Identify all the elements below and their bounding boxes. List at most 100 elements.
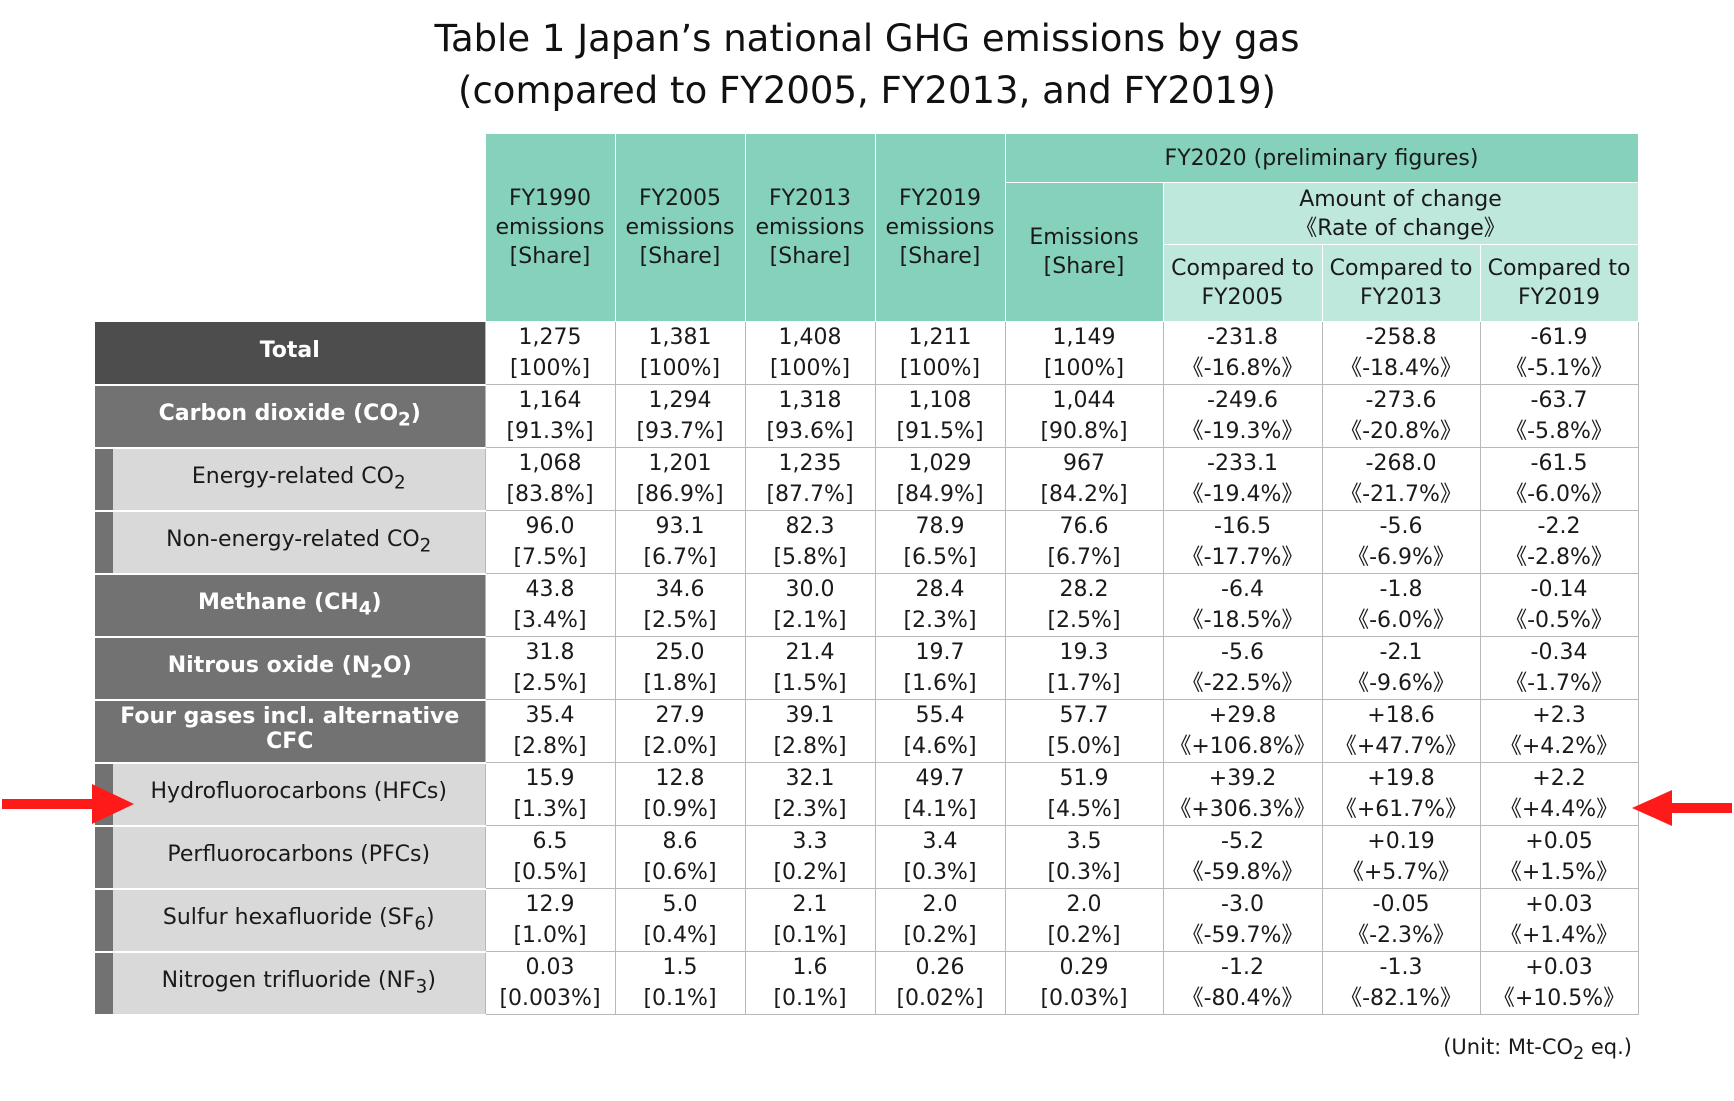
cell-share: 《-6.0%》 [1347, 608, 1455, 633]
cell-share: 《-0.5%》 [1505, 608, 1613, 633]
cell-value: 1,164 [518, 388, 582, 413]
cell-share: 《-19.4%》 [1181, 482, 1304, 507]
cell-value: 1,318 [778, 388, 842, 413]
cell-share: 《-59.8%》 [1181, 860, 1304, 885]
cell-value: 34.6 [655, 577, 705, 602]
cell-value: -2.1 [1379, 640, 1423, 665]
cell-fy1990: 1,068 [83.8%] [484, 447, 616, 511]
cell-fy2005: 1.5 [0.1%] [614, 951, 746, 1015]
cell-share: [87.7%] [766, 482, 854, 507]
cell-value: -6.4 [1221, 577, 1264, 602]
cell-share: 《+4.4%》 [1499, 797, 1619, 822]
cell-fy2020: 76.6 [6.7%] [1004, 510, 1164, 574]
cell-fy1990: 1,164 [91.3%] [484, 384, 616, 448]
cell-value: 1,068 [518, 451, 582, 476]
arrow-right-icon [2, 784, 134, 824]
cell-share: [1.0%] [513, 923, 587, 948]
table-row: Non-energy-related CO2 96.0 [7.5%] 93.1 [6.7… [95, 510, 1639, 575]
cell-fy2005: 12.8 [0.9%] [614, 762, 746, 826]
cell-value: 2.1 [792, 892, 828, 917]
cell-share: [0.2%] [773, 860, 847, 885]
cell-value: 5.0 [662, 892, 698, 917]
cell-value: 1,044 [1052, 388, 1116, 413]
cell-share: 《-80.4%》 [1181, 986, 1304, 1011]
cell-fy2019: 0.26 [0.02%] [874, 951, 1006, 1015]
cell-change-vs-fy2005: -5.2 《-59.8%》 [1162, 825, 1323, 889]
table-row: Methane (CH4) 43.8 [3.4%] 34.6 [2.5%] 30.0 [2.… [95, 573, 1639, 638]
cell-share: 《-2.8%》 [1505, 545, 1613, 570]
cell-change-vs-fy2019: +2.2 《+4.4%》 [1479, 762, 1639, 826]
cell-value: 1,201 [648, 451, 712, 476]
cell-share: 《-82.1%》 [1340, 986, 1462, 1011]
cell-value: 28.2 [1059, 577, 1109, 602]
cell-share: 《-21.7%》 [1340, 482, 1462, 507]
cell-value: 1,275 [518, 325, 582, 350]
cell-change-vs-fy2013: +18.6 《+47.7%》 [1321, 699, 1481, 763]
row-label: Sulfur hexafluoride (SF6) [95, 888, 485, 953]
cell-change-vs-fy2005: -5.6 《-22.5%》 [1162, 636, 1323, 700]
cell-share: 《+61.7%》 [1334, 797, 1468, 822]
cell-value: -231.8 [1207, 325, 1278, 350]
cell-share: [6.5%] [903, 545, 977, 570]
cell-share: [84.9%] [896, 482, 984, 507]
cell-share: [1.7%] [1047, 671, 1121, 696]
cell-share: [0.02%] [896, 986, 984, 1011]
cell-change-vs-fy2019: -2.2 《-2.8%》 [1479, 510, 1639, 574]
cell-change-vs-fy2005: -6.4 《-18.5%》 [1162, 573, 1323, 637]
cell-value: -0.14 [1530, 577, 1588, 602]
cell-share: [0.9%] [643, 797, 717, 822]
cell-fy2020: 2.0 [0.2%] [1004, 888, 1164, 952]
cell-value: 1,149 [1052, 325, 1116, 350]
cell-share: [0.3%] [903, 860, 977, 885]
cell-value: 51.9 [1059, 766, 1109, 791]
cell-change-vs-fy2005: -16.5 《-17.7%》 [1162, 510, 1323, 574]
cell-value: 82.3 [785, 514, 835, 539]
cell-change-vs-fy2005: +29.8 《+106.8%》 [1162, 699, 1323, 763]
cell-value: 35.4 [525, 703, 575, 728]
cell-share: [0.2%] [1047, 923, 1121, 948]
cell-change-vs-fy2019: -63.7 《-5.8%》 [1479, 384, 1639, 448]
cell-share: 《+1.4%》 [1499, 923, 1619, 948]
cell-value: 27.9 [655, 703, 705, 728]
cell-share: [100%] [509, 356, 591, 381]
cell-share: 《-22.5%》 [1181, 671, 1304, 696]
cell-change-vs-fy2013: +19.8 《+61.7%》 [1321, 762, 1481, 826]
cell-share: [93.7%] [636, 419, 724, 444]
cell-fy1990: 43.8 [3.4%] [484, 573, 616, 637]
cell-fy2020: 1,044 [90.8%] [1004, 384, 1164, 448]
cell-value: 25.0 [655, 640, 705, 665]
cell-share: [1.8%] [643, 671, 717, 696]
cell-fy2019: 2.0 [0.2%] [874, 888, 1006, 952]
cell-fy2013: 1,408 [100%] [744, 321, 876, 385]
cell-share: [91.3%] [506, 419, 594, 444]
cell-value: +29.8 [1208, 703, 1277, 728]
cell-fy2020: 57.7 [5.0%] [1004, 699, 1164, 763]
header-fy2019: FY2019 emissions [Share] [874, 133, 1006, 322]
cell-fy2013: 30.0 [2.1%] [744, 573, 876, 637]
cell-fy2019: 19.7 [1.6%] [874, 636, 1006, 700]
cell-value: 1.5 [662, 955, 698, 980]
cell-share: [2.5%] [1047, 608, 1121, 633]
cell-change-vs-fy2005: -233.1 《-19.4%》 [1162, 447, 1323, 511]
cell-value: 2.0 [922, 892, 958, 917]
cell-fy2020: 1,149 [100%] [1004, 321, 1164, 385]
cell-share: 《-9.6%》 [1347, 671, 1455, 696]
cell-fy2013: 21.4 [1.5%] [744, 636, 876, 700]
cell-value: 3.3 [792, 829, 828, 854]
cell-share: [0.1%] [643, 986, 717, 1011]
arrow-left-icon [1632, 790, 1732, 826]
cell-value: 1,211 [908, 325, 972, 350]
cell-share: [6.7%] [1047, 545, 1121, 570]
cell-fy2019: 55.4 [4.6%] [874, 699, 1006, 763]
row-label: Energy-related CO2 [95, 447, 485, 512]
row-label: Methane (CH4) [95, 573, 485, 638]
cell-value: +2.3 [1532, 703, 1586, 728]
cell-share: 《-6.9%》 [1347, 545, 1455, 570]
row-label: Total [95, 321, 485, 386]
cell-share: [5.0%] [1047, 734, 1121, 759]
cell-value: +0.05 [1525, 829, 1593, 854]
cell-share: [0.6%] [643, 860, 717, 885]
cell-share: [91.5%] [896, 419, 984, 444]
cell-share: [1.5%] [773, 671, 847, 696]
header-compared-fy2013: Compared to FY2013 [1321, 244, 1481, 322]
